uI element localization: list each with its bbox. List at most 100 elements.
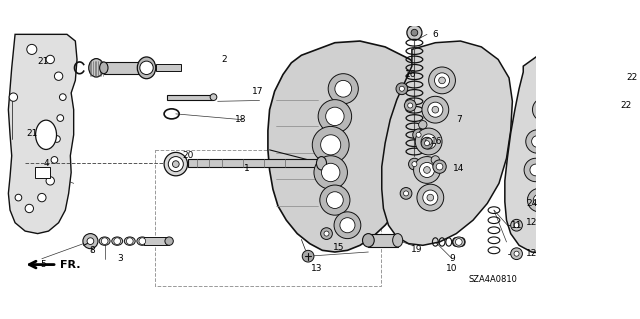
- Text: 4: 4: [44, 159, 49, 168]
- Circle shape: [54, 136, 60, 142]
- Text: 1: 1: [244, 164, 250, 173]
- Circle shape: [328, 74, 358, 104]
- Text: 14: 14: [453, 164, 465, 173]
- Circle shape: [426, 138, 432, 145]
- Circle shape: [532, 136, 543, 147]
- Circle shape: [415, 128, 442, 155]
- Text: 16: 16: [404, 70, 416, 79]
- Ellipse shape: [137, 237, 148, 245]
- Ellipse shape: [165, 237, 173, 245]
- Text: SZA4A0810: SZA4A0810: [468, 275, 517, 284]
- Circle shape: [532, 98, 556, 122]
- Circle shape: [25, 204, 33, 213]
- Circle shape: [9, 93, 17, 101]
- Circle shape: [340, 218, 355, 233]
- Circle shape: [456, 239, 462, 245]
- Bar: [155, 150, 381, 286]
- Circle shape: [424, 141, 429, 146]
- Bar: [563, 77, 613, 84]
- Circle shape: [27, 44, 37, 55]
- Circle shape: [436, 163, 443, 170]
- Circle shape: [423, 190, 438, 205]
- Ellipse shape: [453, 237, 465, 247]
- Circle shape: [51, 157, 58, 163]
- Circle shape: [533, 194, 545, 206]
- Ellipse shape: [172, 161, 179, 167]
- Text: 17: 17: [252, 87, 264, 96]
- Circle shape: [396, 83, 408, 95]
- Circle shape: [593, 166, 602, 174]
- Text: 6: 6: [433, 30, 438, 39]
- Circle shape: [404, 100, 416, 111]
- Polygon shape: [382, 41, 513, 245]
- Circle shape: [511, 248, 522, 260]
- Circle shape: [54, 72, 63, 80]
- Text: 10: 10: [446, 264, 458, 273]
- Circle shape: [412, 162, 417, 167]
- Circle shape: [408, 103, 413, 108]
- Circle shape: [46, 177, 54, 185]
- Ellipse shape: [99, 237, 110, 245]
- Circle shape: [400, 188, 412, 199]
- Circle shape: [435, 73, 449, 88]
- Text: 21: 21: [38, 57, 49, 66]
- Circle shape: [324, 231, 329, 236]
- Circle shape: [595, 137, 604, 146]
- Text: 20: 20: [182, 151, 194, 160]
- Circle shape: [424, 167, 430, 173]
- Circle shape: [312, 126, 349, 163]
- Ellipse shape: [89, 59, 104, 77]
- Circle shape: [628, 210, 636, 219]
- Circle shape: [611, 82, 620, 90]
- Bar: [144, 237, 169, 245]
- Circle shape: [527, 189, 551, 212]
- Circle shape: [524, 158, 548, 182]
- Circle shape: [46, 55, 54, 63]
- Circle shape: [408, 158, 420, 170]
- Text: 16: 16: [431, 137, 443, 146]
- Circle shape: [321, 163, 340, 182]
- Circle shape: [321, 228, 332, 240]
- Text: 9: 9: [449, 254, 455, 263]
- Circle shape: [321, 135, 340, 155]
- Text: 13: 13: [310, 264, 322, 273]
- Ellipse shape: [316, 157, 326, 170]
- Text: 19: 19: [411, 245, 422, 254]
- Circle shape: [429, 67, 456, 94]
- Bar: [104, 62, 150, 74]
- Text: 11: 11: [511, 221, 522, 230]
- Bar: [431, 237, 465, 247]
- Text: 2: 2: [221, 55, 227, 64]
- Circle shape: [545, 75, 557, 86]
- Circle shape: [514, 251, 519, 256]
- Text: 23: 23: [639, 193, 640, 202]
- Text: 22: 22: [627, 73, 637, 82]
- Circle shape: [514, 223, 519, 228]
- Text: 15: 15: [333, 243, 345, 252]
- Circle shape: [326, 192, 343, 209]
- Text: 5: 5: [41, 260, 47, 269]
- Text: 24: 24: [526, 199, 537, 208]
- Circle shape: [320, 185, 350, 215]
- Bar: [548, 167, 598, 173]
- Circle shape: [87, 238, 94, 244]
- Circle shape: [605, 106, 614, 114]
- Circle shape: [314, 156, 348, 189]
- Circle shape: [334, 212, 361, 239]
- Circle shape: [101, 238, 108, 244]
- Circle shape: [609, 76, 617, 85]
- Circle shape: [302, 250, 314, 262]
- Circle shape: [530, 164, 541, 176]
- Ellipse shape: [164, 152, 188, 176]
- Circle shape: [422, 96, 449, 123]
- Bar: [168, 95, 214, 100]
- Circle shape: [433, 160, 446, 173]
- Text: 18: 18: [236, 115, 247, 124]
- Text: 12: 12: [526, 249, 538, 258]
- Bar: [156, 64, 181, 71]
- Text: 23: 23: [639, 210, 640, 219]
- Circle shape: [417, 184, 444, 211]
- Circle shape: [60, 94, 66, 100]
- Circle shape: [404, 191, 408, 196]
- Circle shape: [413, 157, 440, 183]
